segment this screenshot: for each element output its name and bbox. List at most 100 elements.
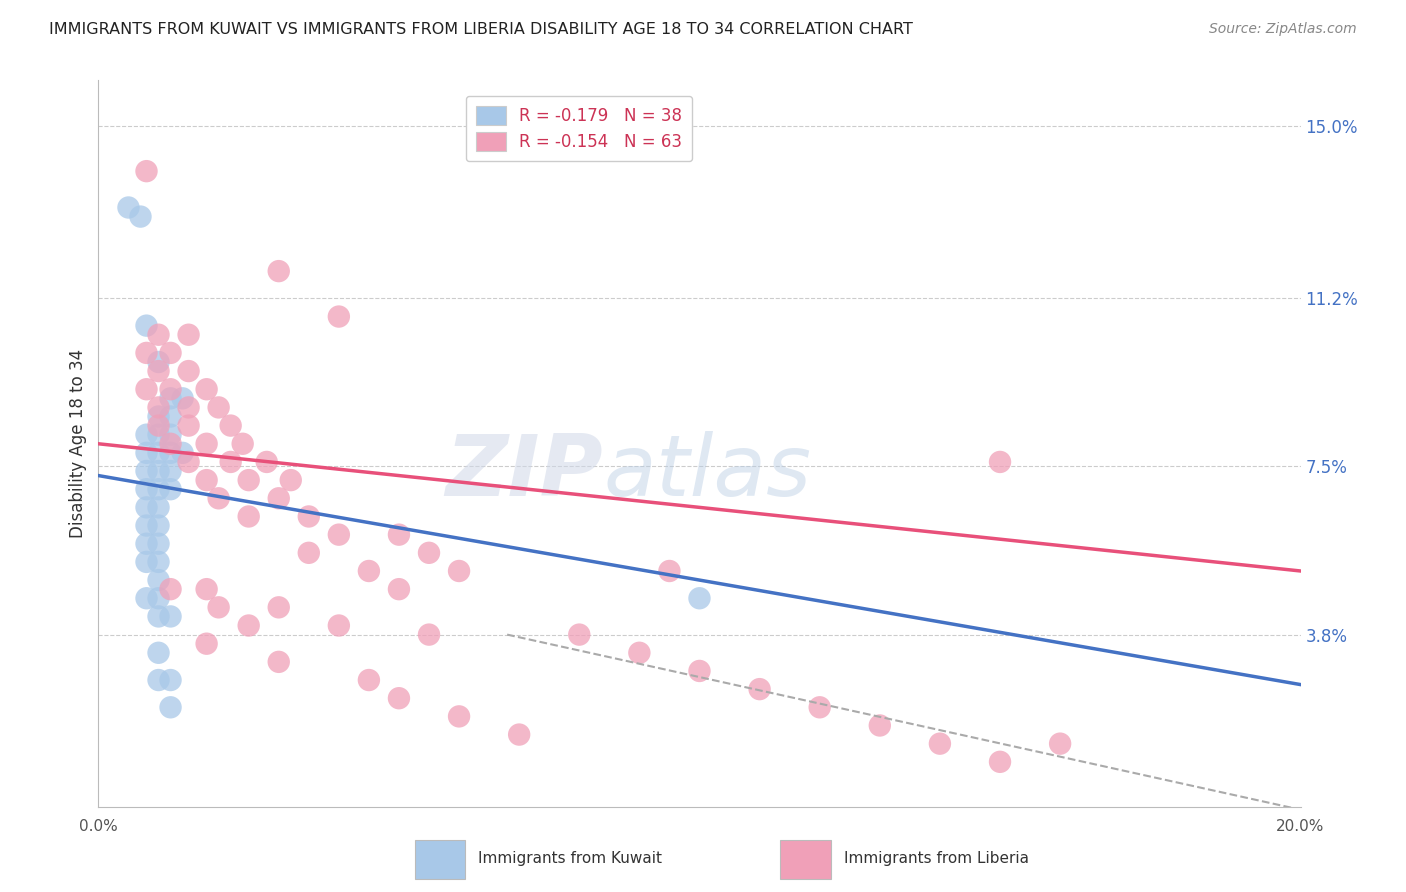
- Point: [267, 655, 290, 669]
- Point: [418, 546, 440, 560]
- Point: [328, 618, 350, 632]
- Point: [159, 700, 181, 714]
- Point: [298, 509, 321, 524]
- Point: [148, 464, 170, 478]
- Point: [117, 201, 139, 215]
- Point: [148, 555, 170, 569]
- Point: [208, 600, 231, 615]
- Point: [148, 500, 170, 515]
- Point: [135, 537, 157, 551]
- Point: [195, 637, 218, 651]
- Point: [159, 382, 181, 396]
- Point: [177, 327, 200, 342]
- Point: [177, 418, 200, 433]
- Point: [195, 473, 218, 487]
- Point: [159, 446, 181, 460]
- Point: [148, 401, 170, 415]
- Point: [148, 418, 170, 433]
- Point: [148, 646, 170, 660]
- Point: [159, 464, 181, 478]
- Point: [447, 564, 470, 578]
- Point: [195, 437, 218, 451]
- Point: [232, 437, 254, 451]
- Text: Source: ZipAtlas.com: Source: ZipAtlas.com: [1209, 22, 1357, 37]
- Point: [298, 546, 321, 560]
- Point: [159, 673, 181, 687]
- Point: [988, 455, 1011, 469]
- Point: [135, 427, 157, 442]
- Point: [388, 582, 411, 597]
- Point: [208, 401, 231, 415]
- Point: [148, 427, 170, 442]
- Point: [689, 664, 711, 678]
- Point: [148, 482, 170, 496]
- Text: atlas: atlas: [603, 432, 811, 515]
- Point: [148, 591, 170, 606]
- Y-axis label: Disability Age 18 to 34: Disability Age 18 to 34: [69, 349, 87, 539]
- Point: [568, 627, 591, 641]
- Point: [748, 682, 770, 697]
- Point: [148, 327, 170, 342]
- Point: [159, 427, 181, 442]
- Point: [628, 646, 651, 660]
- Point: [357, 673, 380, 687]
- Point: [929, 737, 952, 751]
- Point: [135, 482, 157, 496]
- Text: IMMIGRANTS FROM KUWAIT VS IMMIGRANTS FROM LIBERIA DISABILITY AGE 18 TO 34 CORREL: IMMIGRANTS FROM KUWAIT VS IMMIGRANTS FRO…: [49, 22, 912, 37]
- Point: [135, 555, 157, 569]
- Point: [148, 609, 170, 624]
- Point: [256, 455, 278, 469]
- Point: [135, 500, 157, 515]
- Point: [219, 455, 242, 469]
- Point: [148, 409, 170, 424]
- Point: [508, 728, 530, 742]
- Point: [238, 618, 260, 632]
- Point: [195, 382, 218, 396]
- FancyBboxPatch shape: [415, 840, 465, 879]
- Point: [195, 582, 218, 597]
- Point: [148, 364, 170, 378]
- Point: [177, 364, 200, 378]
- Point: [267, 600, 290, 615]
- Point: [177, 401, 200, 415]
- Point: [148, 518, 170, 533]
- Point: [172, 446, 194, 460]
- Point: [357, 564, 380, 578]
- Point: [148, 573, 170, 587]
- Point: [219, 418, 242, 433]
- Point: [388, 527, 411, 541]
- Point: [808, 700, 831, 714]
- Point: [148, 446, 170, 460]
- Point: [135, 464, 157, 478]
- Point: [159, 437, 181, 451]
- Legend: R = -0.179   N = 38, R = -0.154   N = 63: R = -0.179 N = 38, R = -0.154 N = 63: [467, 95, 692, 161]
- Point: [447, 709, 470, 723]
- Point: [148, 537, 170, 551]
- Point: [689, 591, 711, 606]
- Point: [869, 718, 891, 732]
- Text: ZIP: ZIP: [446, 432, 603, 515]
- Point: [129, 210, 152, 224]
- Point: [135, 318, 157, 333]
- FancyBboxPatch shape: [780, 840, 831, 879]
- Point: [159, 392, 181, 406]
- Point: [418, 627, 440, 641]
- Point: [159, 582, 181, 597]
- Point: [328, 310, 350, 324]
- Point: [988, 755, 1011, 769]
- Point: [238, 473, 260, 487]
- Point: [135, 164, 157, 178]
- Point: [267, 264, 290, 278]
- Point: [135, 446, 157, 460]
- Point: [135, 346, 157, 360]
- Point: [328, 527, 350, 541]
- Point: [135, 518, 157, 533]
- Point: [658, 564, 681, 578]
- Text: Immigrants from Kuwait: Immigrants from Kuwait: [478, 851, 662, 866]
- Point: [238, 509, 260, 524]
- Point: [172, 392, 194, 406]
- Point: [159, 409, 181, 424]
- Point: [135, 382, 157, 396]
- Point: [388, 691, 411, 706]
- Point: [208, 491, 231, 506]
